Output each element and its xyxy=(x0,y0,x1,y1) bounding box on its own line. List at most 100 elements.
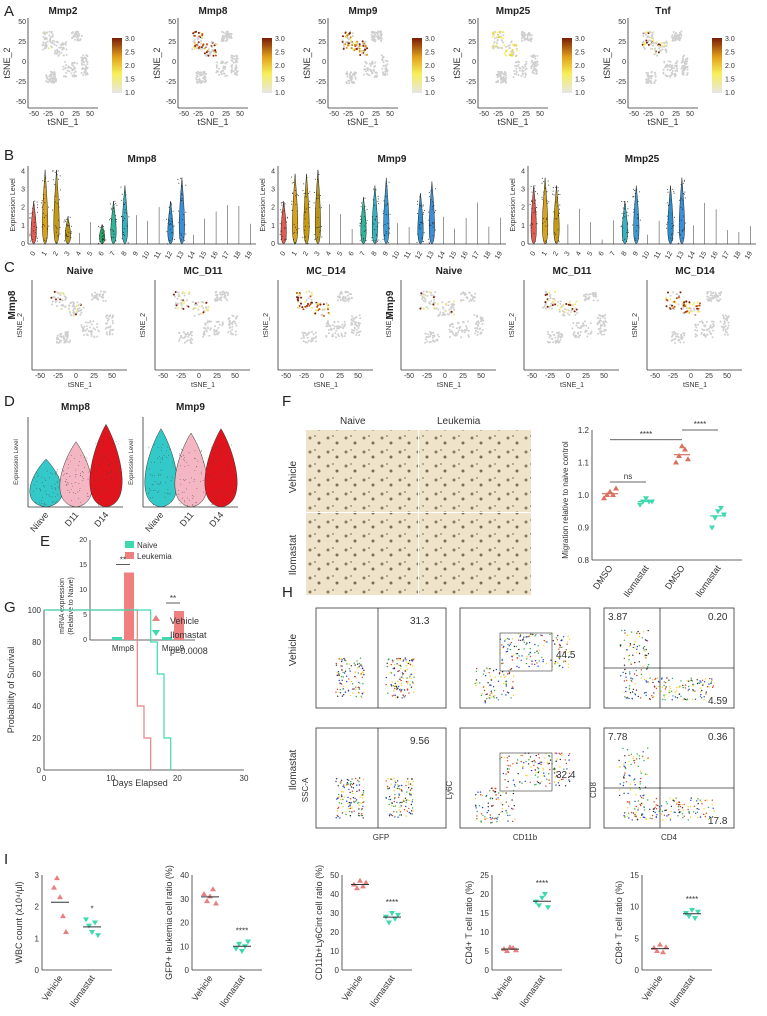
h-event xyxy=(543,645,545,647)
b-cluster-tick: 4 xyxy=(575,250,583,257)
c-point xyxy=(108,332,111,335)
b-violin-point xyxy=(59,226,61,228)
h-event xyxy=(351,790,354,792)
c-xtick: 0 xyxy=(566,373,570,380)
c-point xyxy=(344,297,347,300)
a-mmp25-point xyxy=(531,71,534,74)
c-xtick: 50 xyxy=(354,373,362,380)
h-event xyxy=(336,674,338,677)
b-cluster-tick: 19 xyxy=(744,250,754,260)
c-point xyxy=(193,314,196,317)
c-point xyxy=(672,291,675,294)
c-point xyxy=(300,296,303,299)
c-point xyxy=(687,307,690,310)
h-event xyxy=(493,697,495,699)
a-mmp25-point xyxy=(536,60,539,63)
b-violin-point xyxy=(378,198,380,200)
h-event xyxy=(388,803,390,806)
h-event xyxy=(411,658,414,660)
h-event xyxy=(385,780,387,782)
b-violin-point xyxy=(178,182,180,184)
c-xtick: 0 xyxy=(320,373,324,380)
b-violin-point xyxy=(317,197,319,199)
h-event xyxy=(661,678,663,680)
c-point xyxy=(464,329,466,331)
a-mmp8-point xyxy=(211,40,214,43)
a-mmp8-point xyxy=(228,37,231,39)
c-point xyxy=(91,294,94,297)
d-violin-point xyxy=(171,454,173,455)
a-tnf-point xyxy=(673,35,676,37)
c-point xyxy=(322,314,325,317)
a-xtick: 25 xyxy=(672,111,680,118)
d-violin-point xyxy=(69,475,71,477)
c-point xyxy=(437,308,440,311)
b-violin-point xyxy=(416,242,418,243)
d-violin-point xyxy=(41,482,43,483)
a-tnf-point xyxy=(648,36,650,38)
b-violin xyxy=(178,177,185,245)
h-event xyxy=(352,797,355,799)
h-event xyxy=(696,682,699,685)
a-mmp25-point xyxy=(517,63,520,66)
d-violin-point xyxy=(212,479,214,481)
c-point xyxy=(711,336,714,339)
h-event xyxy=(624,632,626,634)
b-violin-point xyxy=(371,237,373,239)
h-event xyxy=(511,687,513,690)
b-violin-point xyxy=(59,199,61,201)
h-event xyxy=(568,656,570,658)
c-point xyxy=(479,327,482,330)
h-event xyxy=(490,690,492,692)
c-point xyxy=(197,301,200,304)
h-event xyxy=(351,783,354,786)
b-violin-point xyxy=(319,231,320,233)
d-violin-point xyxy=(168,493,170,495)
a-mmp9-point xyxy=(350,39,353,42)
b-violin-point xyxy=(111,229,113,231)
d-violin-point xyxy=(42,497,44,498)
h-event xyxy=(647,666,649,668)
c-point xyxy=(599,332,602,334)
d-violin-point xyxy=(44,478,45,480)
a-mmp2-point xyxy=(45,44,48,47)
c-point xyxy=(564,308,566,310)
b-violin-point xyxy=(546,200,548,202)
c-point xyxy=(234,333,237,336)
a-mmp8-point xyxy=(206,50,209,53)
a-mmp8-point xyxy=(215,71,218,74)
a-mmp25-point xyxy=(533,62,536,65)
c-point xyxy=(323,307,326,310)
a-mmp9-point xyxy=(374,39,377,42)
b-violin-point xyxy=(122,220,124,221)
c-point xyxy=(56,336,59,339)
a-mmp8-point xyxy=(216,61,219,64)
b-violin-point xyxy=(432,235,434,237)
a-tnf-point xyxy=(673,67,676,70)
c-point xyxy=(62,293,65,296)
h-event xyxy=(699,680,701,682)
b-ytick: 0 xyxy=(21,241,25,248)
h-event xyxy=(651,679,654,681)
a-mmp25-point xyxy=(524,72,527,75)
h-event xyxy=(393,690,395,692)
b-violin xyxy=(530,185,537,245)
h-event xyxy=(349,805,351,808)
d-violin-point xyxy=(45,479,46,481)
h-event xyxy=(506,650,509,653)
b-violin-point xyxy=(68,222,69,224)
a-tnf-point xyxy=(654,73,657,76)
c-point xyxy=(107,318,110,321)
f-point xyxy=(709,525,715,531)
h-event xyxy=(482,673,485,675)
e-bar xyxy=(174,611,184,640)
c-point xyxy=(727,321,730,324)
b-violin-point xyxy=(55,226,57,228)
b-violin-point xyxy=(44,202,46,204)
c-point xyxy=(72,301,75,304)
b-violin-point xyxy=(366,220,368,222)
h-event xyxy=(390,783,392,785)
c-point xyxy=(556,304,559,307)
b-violin-point xyxy=(102,238,104,240)
